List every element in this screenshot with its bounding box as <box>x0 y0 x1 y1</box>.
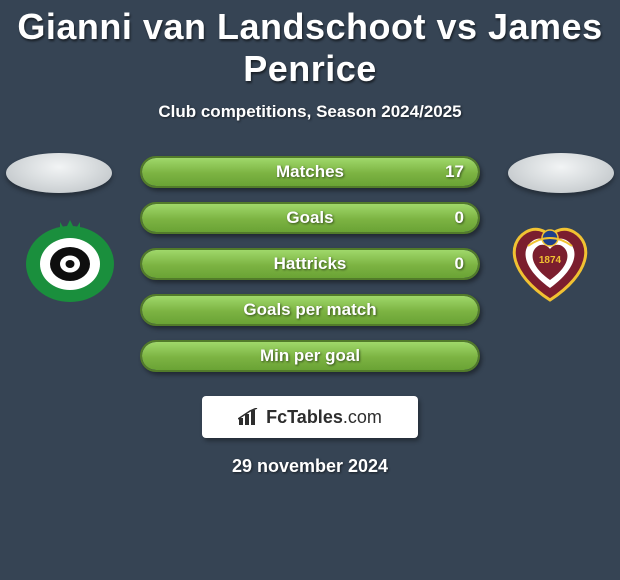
stat-bar-value: 0 <box>455 254 464 274</box>
svg-text:1874: 1874 <box>539 255 562 266</box>
stat-bar-label: Matches <box>142 162 478 182</box>
stat-bars: Matches17Goals0Hattricks0Goals per match… <box>140 156 480 386</box>
stat-bar: Matches17 <box>140 156 480 188</box>
date-label: 29 november 2024 <box>0 456 620 477</box>
comparison-area: 1874 Matches17Goals0Hattricks0Goals per … <box>0 156 620 386</box>
stat-bar: Min per goal <box>140 340 480 372</box>
page-title: Gianni van Landschoot vs James Penrice <box>0 0 620 90</box>
stat-bar-label: Min per goal <box>142 346 478 366</box>
stat-bar-value: 0 <box>455 208 464 228</box>
stat-bar: Goals per match <box>140 294 480 326</box>
stat-bar-value: 17 <box>445 162 464 182</box>
stat-bar-label: Goals per match <box>142 300 478 320</box>
player-photo-left <box>6 153 112 193</box>
stat-bar: Goals0 <box>140 202 480 234</box>
brand-badge: FcTables.com <box>202 396 418 438</box>
club-badge-left <box>20 216 120 302</box>
brand-text: FcTables.com <box>266 407 382 428</box>
stat-bar-label: Goals <box>142 208 478 228</box>
stat-bar: Hattricks0 <box>140 248 480 280</box>
club-badge-right: 1874 <box>500 216 600 302</box>
player-photo-right <box>508 153 614 193</box>
bar-chart-icon <box>238 408 260 426</box>
subtitle: Club competitions, Season 2024/2025 <box>0 102 620 122</box>
stat-bar-label: Hattricks <box>142 254 478 274</box>
